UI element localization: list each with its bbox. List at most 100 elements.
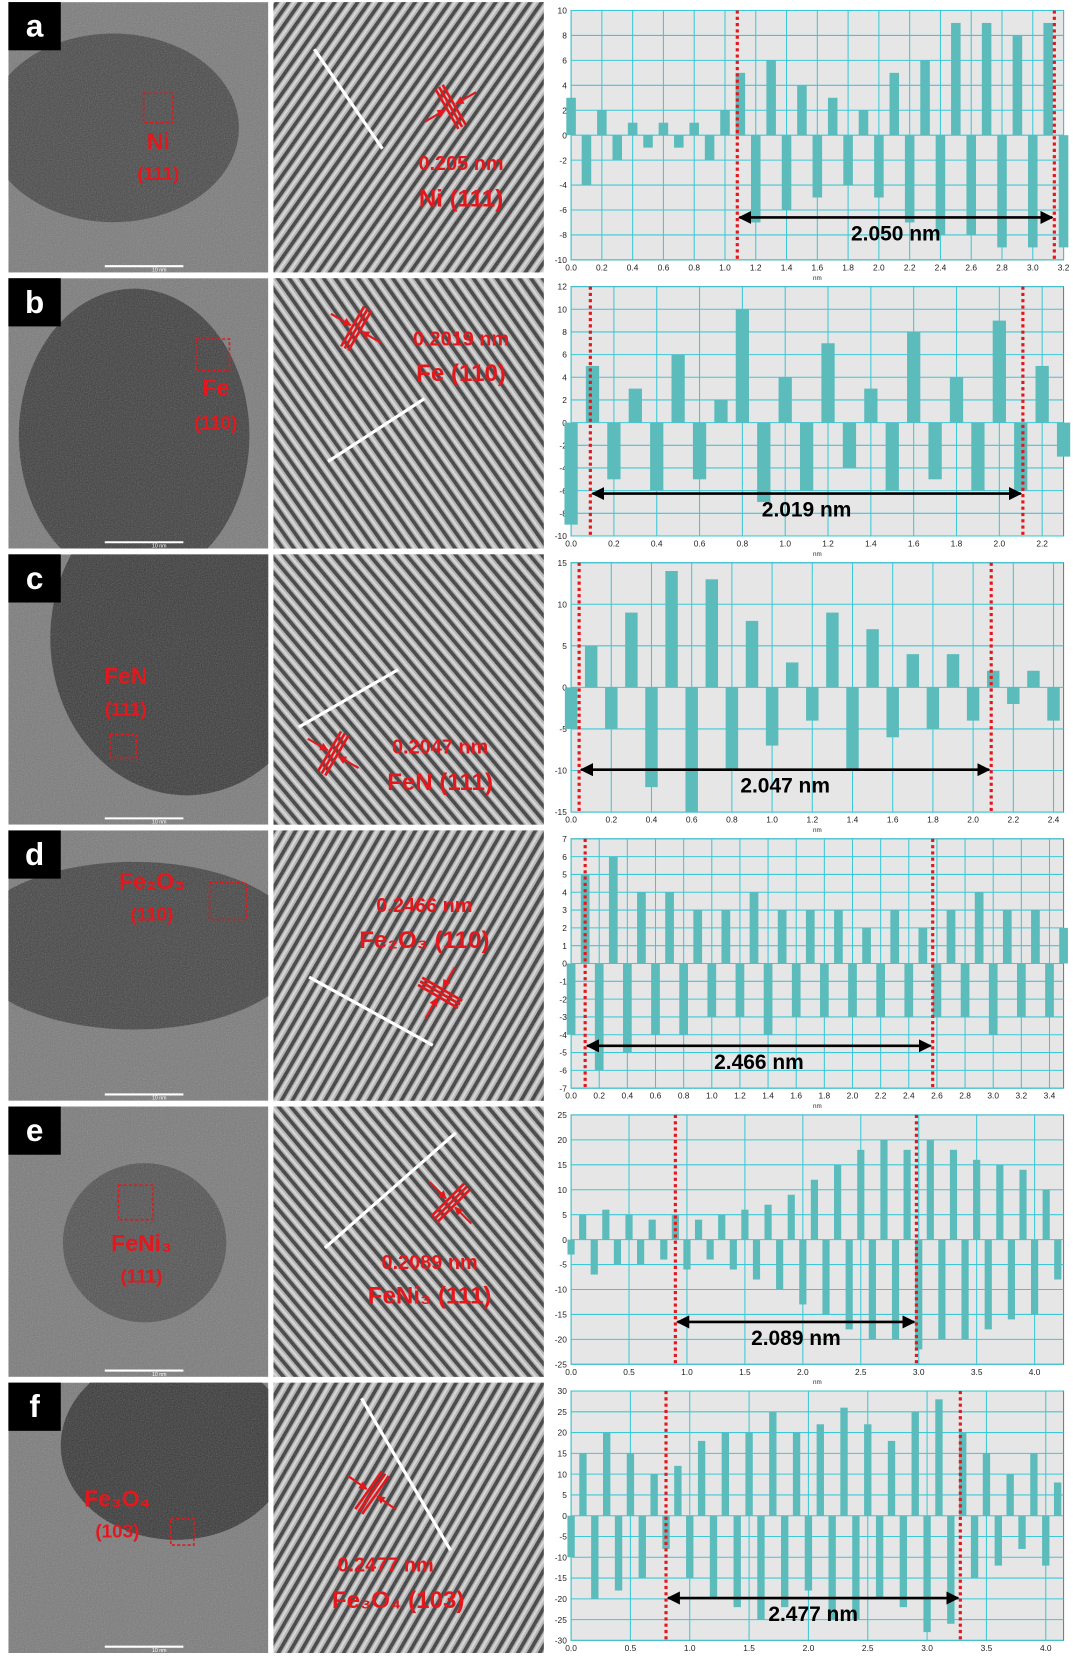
- x-axis-label: nm: [813, 1379, 822, 1386]
- line-profile: 0.00.20.40.60.81.01.21.41.61.82.02.2-10-…: [555, 282, 1070, 558]
- x-axis-label: nm: [813, 827, 822, 834]
- x-axis-label: nm: [813, 551, 822, 558]
- y-tick-label: -3: [559, 1012, 567, 1022]
- panel-row: fFe₃O₄(103)10 nm0.2477 nmFe₃O₄ (103)0.00…: [8, 1351, 1063, 1656]
- x-tick-label: 0.6: [658, 262, 670, 272]
- line-profile: 0.00.20.40.60.81.01.21.41.61.82.02.22.42…: [559, 834, 1067, 1110]
- x-tick-label: 2.0: [797, 1367, 809, 1377]
- x-tick-label: 3.0: [1027, 262, 1039, 272]
- profile-bar: [665, 892, 674, 963]
- profile-bar: [645, 687, 657, 787]
- profile-bar: [834, 1165, 841, 1240]
- profile-bar: [685, 687, 697, 812]
- profile-bar: [769, 1412, 776, 1516]
- profile-bar: [605, 687, 617, 729]
- y-tick-label: -30: [555, 1636, 567, 1646]
- x-tick-label: 2.0: [967, 815, 979, 825]
- profile-bar: [686, 1516, 693, 1578]
- x-tick-label: 0.8: [737, 538, 749, 548]
- x-tick-label: 3.0: [987, 1091, 999, 1101]
- profile-bar: [650, 1474, 657, 1516]
- x-tick-label: 0.8: [678, 1091, 690, 1101]
- profile-bar: [750, 892, 759, 963]
- profile-bar: [905, 135, 915, 222]
- profile-bar: [862, 928, 871, 964]
- profile-bar: [821, 343, 834, 422]
- y-tick-label: 15: [558, 558, 568, 568]
- x-tick-label: 2.2: [875, 1091, 887, 1101]
- panel-row: aNi(111)10 nm0.205 nmNi (111)0.00.20.40.…: [0, 2, 1070, 282]
- profile-bar: [659, 123, 669, 135]
- x-tick-label: 2.0: [847, 1091, 859, 1101]
- y-tick-label: 5: [562, 1210, 567, 1220]
- x-tick-label: 3.4: [1044, 1091, 1056, 1101]
- profile-bar: [822, 1240, 829, 1315]
- x-tick-label: 0.6: [694, 538, 706, 548]
- profile-bar: [888, 1441, 895, 1516]
- profile-bar: [967, 687, 979, 720]
- lattice-spacing: 0.2466 nm: [376, 895, 472, 917]
- y-tick-label: -5: [559, 1260, 567, 1270]
- distance-label: 2.466 nm: [714, 1051, 804, 1074]
- panel-row: dFe₂O₃(110)10 nm0.2466 nmFe₂O₃ (110)0.00…: [0, 830, 1068, 1110]
- x-tick-label: 1.8: [927, 815, 939, 825]
- profile-bar: [625, 1215, 632, 1240]
- profile-bar: [848, 963, 857, 1016]
- y-tick-label: -2: [559, 155, 567, 165]
- profile-bar: [660, 1240, 667, 1260]
- y-tick-label: 15: [558, 1449, 568, 1459]
- x-tick-label: 0.0: [565, 1091, 577, 1101]
- profile-bar: [595, 963, 604, 1070]
- y-tick-label: -10: [555, 766, 567, 776]
- fringe-noise: [273, 1107, 543, 1377]
- profile-bar: [698, 1441, 705, 1516]
- profile-bar: [710, 1516, 717, 1599]
- profile-bar: [966, 135, 976, 235]
- x-tick-label: 0.2: [605, 815, 617, 825]
- x-tick-label: 2.5: [855, 1367, 867, 1377]
- profile-bar: [1047, 687, 1059, 720]
- x-tick-label: 1.6: [908, 538, 920, 548]
- profile-bar: [757, 423, 770, 502]
- profile-bar: [857, 1150, 864, 1240]
- profile-bar: [651, 963, 660, 1034]
- x-tick-label: 0.0: [565, 1367, 577, 1377]
- x-tick-label: 0.8: [688, 262, 700, 272]
- profile-bar: [846, 1240, 853, 1330]
- lattice-phase: FeNi₃ (111): [368, 1283, 492, 1310]
- y-tick-label: 10: [558, 1185, 568, 1195]
- profile-bar: [866, 629, 878, 687]
- profile-bar: [947, 654, 959, 687]
- profile-bar: [779, 377, 792, 422]
- profile-bar: [720, 110, 730, 135]
- x-tick-label: 2.2: [1007, 815, 1019, 825]
- profile-bar: [679, 963, 688, 1034]
- y-tick-label: 2: [562, 923, 567, 933]
- y-tick-label: -6: [559, 1066, 567, 1076]
- profile-bar: [629, 389, 642, 423]
- profile-bar: [936, 135, 946, 235]
- y-tick-label: 6: [562, 350, 567, 360]
- x-tick-label: 3.5: [981, 1643, 993, 1653]
- y-tick-label: 4: [562, 372, 567, 382]
- profile-bar: [1057, 423, 1070, 457]
- x-tick-label: 3.2: [1016, 1091, 1028, 1101]
- distance-label: 2.477 nm: [768, 1603, 858, 1626]
- profile-bar: [920, 60, 930, 135]
- profile-bar: [706, 579, 718, 687]
- x-tick-label: 3.0: [913, 1367, 925, 1377]
- profile-bar: [582, 135, 592, 185]
- y-tick-label: -15: [555, 807, 567, 817]
- x-tick-label: 2.4: [903, 1091, 915, 1101]
- crystal-plane: (110): [194, 412, 237, 433]
- y-tick-label: 20: [558, 1135, 568, 1145]
- profile-bar: [665, 571, 677, 687]
- profile-bar: [918, 928, 927, 964]
- x-tick-label: 1.6: [811, 262, 823, 272]
- profile-bar: [637, 892, 646, 963]
- profile-bar: [985, 1240, 992, 1330]
- scale-bar-label: 10 nm: [152, 1372, 167, 1378]
- lattice-phase: Fe₃O₄ (103): [332, 1587, 464, 1614]
- profile-bar: [1008, 1240, 1015, 1320]
- profile-bar: [938, 1240, 945, 1340]
